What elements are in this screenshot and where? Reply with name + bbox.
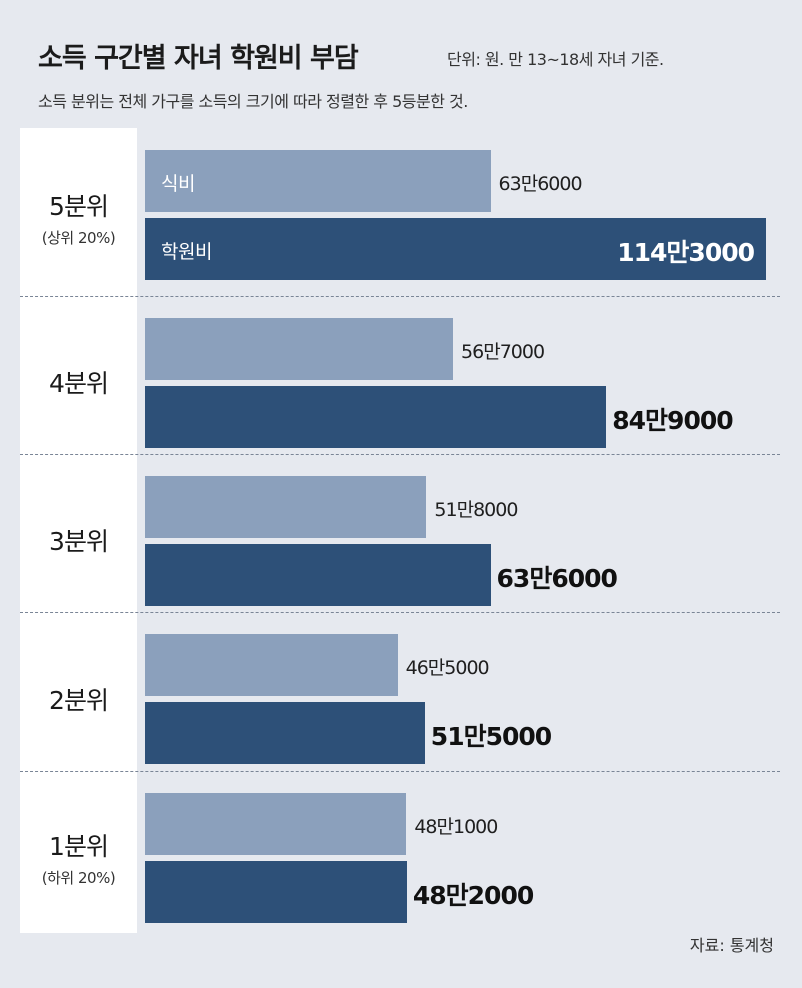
value-label-education: 84만9000 [612,406,733,435]
series-name-education: 학원비 [161,241,212,263]
category-label: 1분위 (하위 20%) [20,827,137,888]
category-name: 3분위 [49,527,109,556]
category-name: 4분위 [49,369,109,398]
bar-food [145,150,491,212]
bar-education [145,386,607,448]
category-name: 1분위 [49,832,109,861]
value-label-education: 48만2000 [412,881,534,910]
chart-title: 소득 구간별 자녀 학원비 부담 [38,43,359,74]
category-label-panel [20,128,137,933]
value-label-food: 51만8000 [434,499,518,521]
bar-food [145,318,454,380]
bar-food [145,793,407,855]
bar-education [145,544,491,606]
description-note: 소득 분위는 전체 가구를 소득의 크기에 따라 정렬한 후 5등분한 것. [38,92,468,111]
category-note: (상위 20%) [41,229,116,247]
value-label-food: 63만6000 [498,173,583,195]
value-label-education: 114만3000 [617,238,755,267]
value-label-food: 46만5000 [405,657,490,679]
source-note: 자료: 통계청 [689,936,774,955]
category-note: (하위 20%) [41,869,116,887]
value-label-food: 56만7000 [461,341,545,363]
category-name: 5분위 [49,192,109,221]
bar-education [145,702,425,764]
group-separator [20,771,780,772]
category-label: 3분위 [20,522,137,558]
value-label-food: 48만1000 [414,816,498,838]
bar-education [145,218,766,280]
category-name: 2분위 [49,685,109,715]
series-name-food: 식비 [161,173,195,195]
group-separator [20,296,780,297]
group-separator [20,454,780,455]
value-label-education: 51만5000 [430,722,552,751]
category-label: 2분위 [20,681,137,717]
unit-note: 단위: 원. 만 13~18세 자녀 기준. [447,50,664,69]
bar-education [145,861,407,923]
value-label-education: 63만6000 [496,564,618,593]
bar-food [145,476,427,538]
category-label: 5분위 (상위 20%) [20,187,137,248]
category-label: 4분위 [20,364,137,400]
group-separator [20,612,780,613]
bar-food [145,634,398,696]
